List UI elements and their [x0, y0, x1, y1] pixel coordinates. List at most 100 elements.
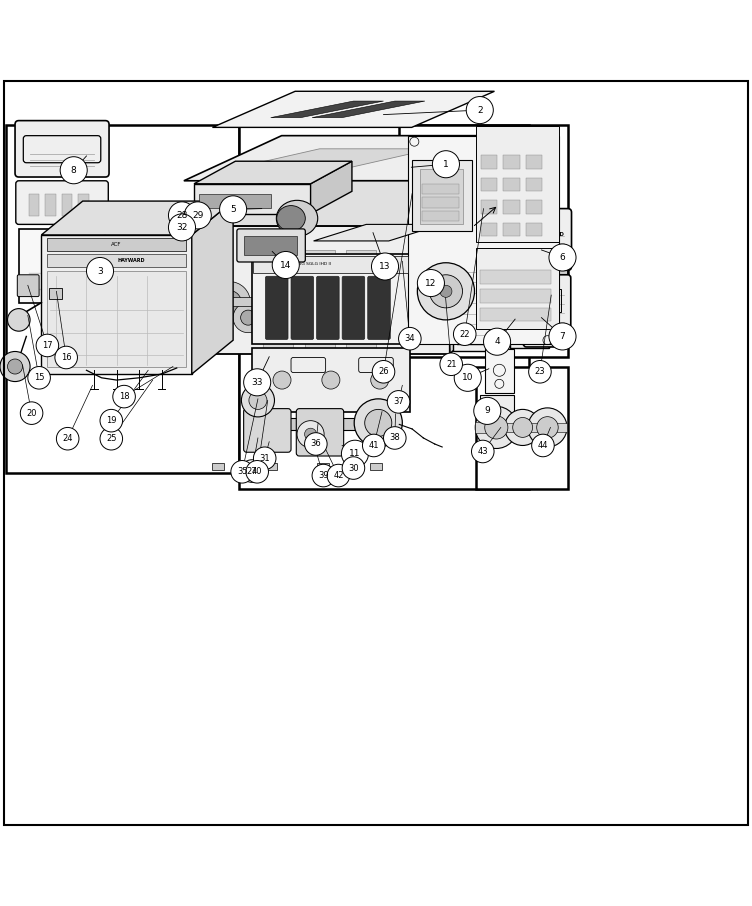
- Bar: [19, 229, 105, 303]
- FancyBboxPatch shape: [526, 208, 572, 270]
- Bar: [422, 184, 459, 194]
- Bar: [503, 178, 520, 191]
- Polygon shape: [209, 181, 504, 226]
- Bar: [265, 463, 277, 470]
- Text: 31: 31: [259, 454, 270, 463]
- Circle shape: [549, 323, 576, 350]
- Circle shape: [220, 196, 247, 223]
- Bar: [47, 255, 186, 266]
- Circle shape: [474, 398, 501, 424]
- FancyBboxPatch shape: [244, 409, 291, 452]
- Text: 42: 42: [333, 471, 344, 480]
- Bar: [532, 289, 561, 312]
- Circle shape: [233, 303, 263, 333]
- FancyBboxPatch shape: [15, 120, 109, 177]
- Polygon shape: [233, 181, 462, 198]
- Circle shape: [312, 464, 335, 487]
- Bar: [503, 223, 520, 236]
- Polygon shape: [271, 101, 384, 118]
- Ellipse shape: [277, 200, 318, 236]
- FancyBboxPatch shape: [296, 409, 344, 456]
- Bar: [503, 155, 520, 169]
- FancyBboxPatch shape: [523, 275, 571, 347]
- Polygon shape: [311, 161, 352, 214]
- Text: 37: 37: [393, 398, 404, 407]
- Text: 25: 25: [106, 434, 117, 443]
- Circle shape: [365, 410, 392, 437]
- Bar: [253, 256, 408, 273]
- Bar: [45, 194, 56, 217]
- Circle shape: [371, 253, 399, 280]
- Polygon shape: [194, 184, 311, 214]
- Bar: [480, 289, 551, 303]
- Bar: [476, 247, 559, 329]
- Text: 15: 15: [34, 373, 44, 382]
- Bar: [481, 200, 497, 214]
- Circle shape: [100, 410, 123, 432]
- Text: 34: 34: [405, 334, 415, 343]
- Circle shape: [453, 323, 476, 345]
- Circle shape: [341, 440, 368, 467]
- Circle shape: [322, 371, 340, 389]
- Circle shape: [231, 460, 253, 483]
- FancyBboxPatch shape: [17, 275, 39, 296]
- Text: 32: 32: [176, 223, 188, 232]
- Circle shape: [513, 418, 532, 438]
- Bar: [47, 238, 186, 252]
- Circle shape: [532, 434, 554, 457]
- Text: 33: 33: [251, 378, 263, 387]
- Bar: [212, 463, 224, 470]
- Text: 10: 10: [462, 373, 474, 382]
- Bar: [505, 423, 541, 432]
- Circle shape: [113, 385, 135, 408]
- Bar: [481, 178, 497, 191]
- Circle shape: [384, 427, 406, 449]
- Text: 8: 8: [71, 166, 77, 175]
- Text: 20: 20: [26, 409, 37, 418]
- Polygon shape: [510, 261, 549, 348]
- Circle shape: [549, 244, 576, 271]
- Circle shape: [466, 97, 493, 123]
- FancyBboxPatch shape: [342, 276, 365, 340]
- Bar: [453, 254, 508, 352]
- Circle shape: [399, 327, 421, 350]
- Text: 33: 33: [256, 375, 267, 384]
- FancyBboxPatch shape: [16, 181, 108, 225]
- Polygon shape: [192, 201, 233, 374]
- Circle shape: [28, 367, 50, 389]
- Circle shape: [241, 310, 256, 325]
- Circle shape: [168, 214, 196, 241]
- Bar: [476, 367, 568, 489]
- Bar: [239, 125, 529, 489]
- Polygon shape: [237, 149, 432, 168]
- Bar: [526, 223, 542, 236]
- Bar: [370, 463, 382, 470]
- FancyBboxPatch shape: [368, 276, 390, 340]
- Text: 11: 11: [349, 449, 361, 458]
- Circle shape: [342, 457, 365, 479]
- Text: 19: 19: [106, 416, 117, 425]
- Text: 41: 41: [368, 441, 379, 450]
- Circle shape: [60, 157, 87, 184]
- Bar: [526, 155, 542, 169]
- Polygon shape: [173, 429, 511, 465]
- Bar: [422, 198, 459, 207]
- Text: 29: 29: [192, 211, 204, 220]
- Polygon shape: [183, 136, 511, 181]
- Bar: [476, 126, 559, 243]
- Text: 43: 43: [478, 447, 488, 456]
- Polygon shape: [41, 201, 233, 235]
- Circle shape: [246, 460, 268, 483]
- Bar: [263, 250, 293, 348]
- Circle shape: [354, 399, 402, 447]
- Circle shape: [249, 391, 267, 410]
- Bar: [526, 178, 542, 191]
- Bar: [252, 254, 410, 344]
- Text: 17: 17: [42, 341, 53, 350]
- Bar: [29, 194, 39, 217]
- Circle shape: [417, 269, 444, 296]
- Bar: [317, 463, 329, 470]
- Circle shape: [8, 309, 30, 332]
- Bar: [399, 125, 568, 357]
- Text: 5: 5: [230, 205, 236, 214]
